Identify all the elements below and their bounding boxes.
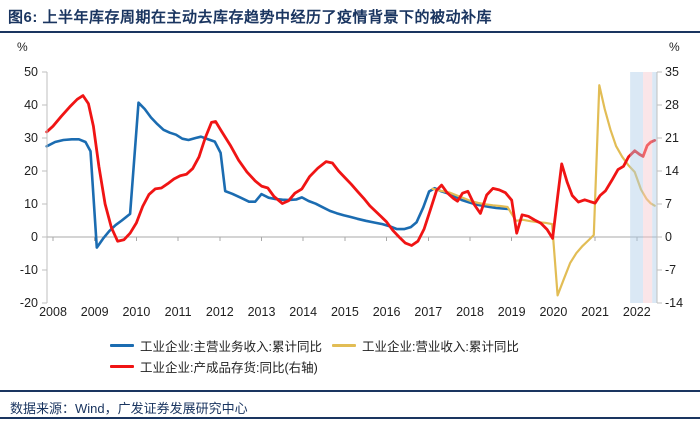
legend-label-main-business-revenue: 工业企业:主营业务收入:累计同比 [140, 339, 322, 354]
x-axis-year-label: 2021 [581, 305, 609, 319]
legend-item-main-business-revenue: 工业企业:主营业务收入:累计同比 [110, 336, 322, 355]
data-source: 数据来源：Wind，广发证券发展研究中心 [10, 401, 248, 416]
left-axis-tick-label: -10 [19, 263, 38, 277]
legend-swatch-main-business-revenue [110, 343, 134, 347]
x-axis-year-label: 2015 [330, 305, 359, 319]
highlight-band-1 [630, 72, 644, 303]
legend-label-operating-revenue: 工业企业:营业收入:累计同比 [361, 339, 519, 354]
series-line-operating-revenue [431, 84, 656, 297]
x-axis-year-label: 2018 [456, 305, 484, 319]
x-axis-year-label: 2012 [205, 305, 234, 319]
right-axis-tick-label: -14 [665, 296, 684, 310]
bottom-border [0, 417, 700, 419]
x-axis-year-label: 2020 [539, 305, 568, 319]
right-axis-tick-label: 7 [665, 197, 672, 211]
left-axis-tick-label: 0 [31, 230, 38, 244]
series-line-main-business-revenue [45, 101, 510, 249]
right-axis-tick-label: 28 [665, 98, 679, 112]
left-axis-tick-label: 10 [24, 197, 38, 211]
title-divider [0, 31, 700, 33]
right-axis-tick-label: -7 [665, 263, 677, 277]
legend-label-finished-goods-inventory: 工业企业:产成品存货:同比(右轴) [140, 360, 318, 375]
right-axis-tick-label: 0 [665, 230, 672, 244]
x-axis-year-label: 2009 [80, 305, 109, 319]
legend-item-finished-goods-inventory: 工业企业:产成品存货:同比(右轴) [110, 357, 318, 376]
x-axis-year-label: 2008 [39, 305, 67, 319]
right-axis-unit: % [669, 40, 680, 54]
left-axis-tick-label: 50 [24, 65, 38, 79]
left-axis-unit: % [17, 40, 28, 54]
x-axis-year-label: 2013 [247, 305, 276, 319]
series-line-finished-goods-inventory [45, 94, 657, 247]
footer-divider [0, 390, 700, 392]
x-axis-year-label: 2022 [622, 305, 651, 319]
chart-canvas [42, 71, 662, 304]
left-axis-tick-label: 30 [24, 131, 38, 145]
x-axis-year-label: 2019 [497, 305, 526, 319]
figure-title: 图6: 上半年库存周期在主动去库存趋势中经历了疫情背景下的被动补库 [8, 9, 493, 26]
legend-row-1: 工业企业:主营业务收入:累计同比 工业企业:营业收入:累计同比 [110, 336, 529, 354]
legend-item-operating-revenue: 工业企业:营业收入:累计同比 [331, 336, 519, 355]
x-axis-year-label: 2010 [122, 305, 151, 319]
highlight-band-2 [643, 72, 653, 303]
x-axis-year-label: 2017 [414, 305, 443, 319]
legend-swatch-operating-revenue [331, 343, 356, 347]
x-axis-year-label: 2016 [372, 305, 401, 319]
legend-row-2: 工业企业:产成品存货:同比(右轴) [110, 357, 328, 375]
left-axis-tick-label: 20 [24, 164, 38, 178]
legend-swatch-finished-goods-inventory [110, 364, 134, 368]
left-axis-tick-label: -20 [19, 296, 38, 310]
highlight-band-3 [652, 72, 657, 303]
x-axis-year-label: 2014 [289, 305, 318, 319]
right-axis-tick-label: 14 [665, 164, 679, 178]
right-axis-tick-label: 21 [665, 131, 679, 145]
right-axis-tick-label: 35 [665, 65, 679, 79]
left-axis-tick-label: 40 [24, 98, 38, 112]
x-axis-year-label: 2011 [164, 305, 192, 319]
